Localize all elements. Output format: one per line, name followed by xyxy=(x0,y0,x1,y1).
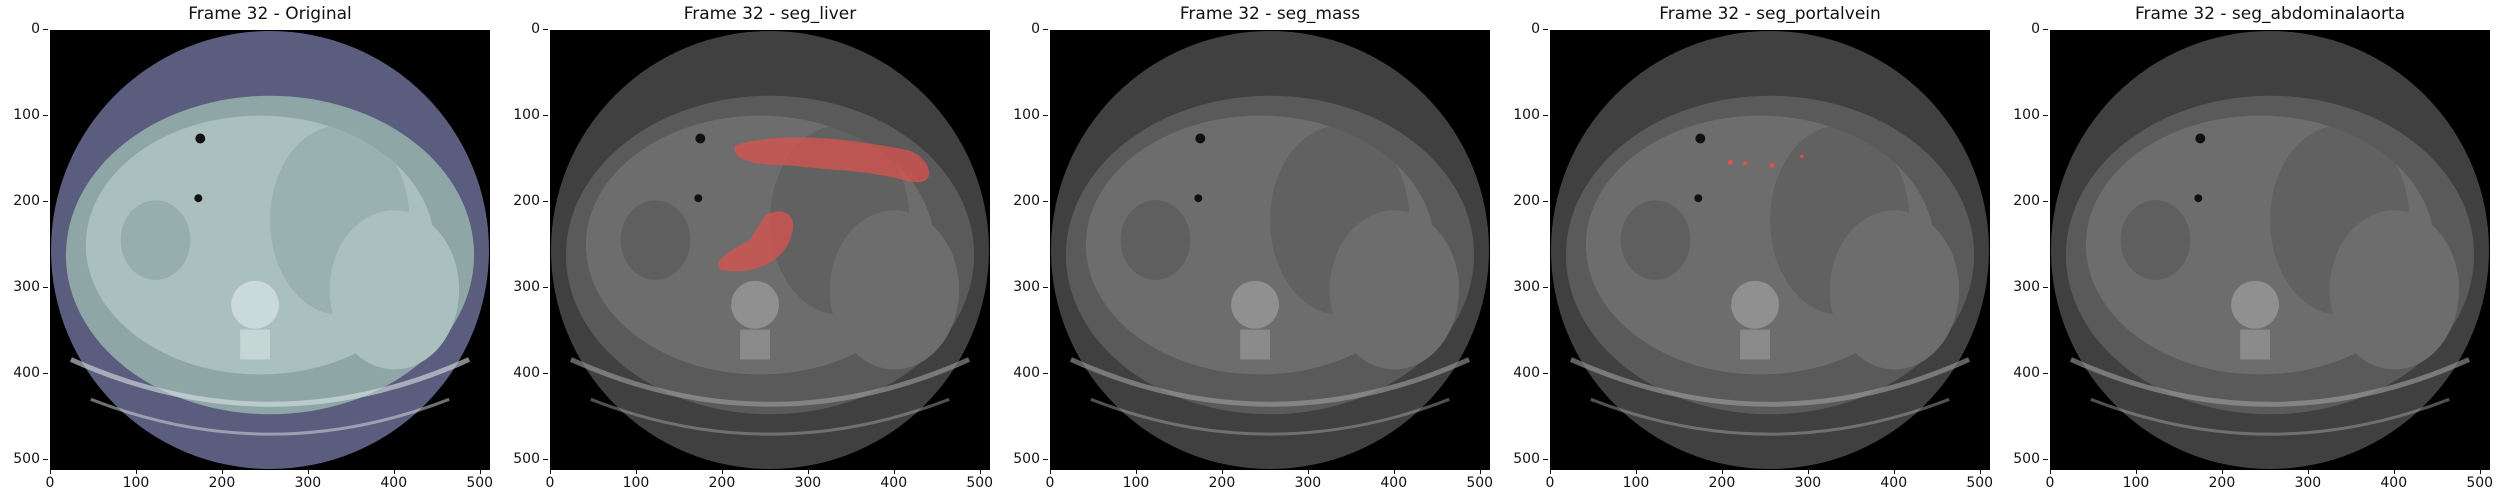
x-tick-label: 400 xyxy=(2374,469,2414,491)
y-tick-label: 100 xyxy=(1000,107,1048,123)
x-tick-label: 100 xyxy=(116,469,156,491)
x-tick-label: 300 xyxy=(1788,469,1828,491)
x-tick-label: 500 xyxy=(1960,469,2000,491)
x-tick-label: 500 xyxy=(460,469,500,491)
x-tick-label: 400 xyxy=(374,469,414,491)
x-tick-label: 400 xyxy=(874,469,914,491)
x-tick-label: 0 xyxy=(1530,469,1570,491)
x-tick-label: 200 xyxy=(2202,469,2242,491)
x-tick-label: 100 xyxy=(2116,469,2156,491)
y-tick-label: 500 xyxy=(0,451,48,467)
y-tick-label: 300 xyxy=(0,279,48,295)
y-tick-label: 400 xyxy=(2000,365,2048,381)
image-panel: Frame 32 - seg_abdominalaorta 0 0 100 100 20… xyxy=(2000,0,2493,500)
y-tick-label: 200 xyxy=(1000,193,1048,209)
y-tick-label: 300 xyxy=(2000,279,2048,295)
portalvein-segmentation xyxy=(1800,154,1804,159)
panel-title: Frame 32 - seg_abdominalaorta xyxy=(2134,4,2406,24)
y-tick-label: 0 xyxy=(500,21,548,37)
x-tick-label: 400 xyxy=(1874,469,1914,491)
liver-segmentation xyxy=(734,137,930,183)
x-tick-label: 400 xyxy=(1374,469,1414,491)
y-tick-label: 400 xyxy=(500,365,548,381)
y-tick-label: 300 xyxy=(1000,279,1048,295)
y-tick-label: 200 xyxy=(1500,193,1548,209)
x-tick-label: 0 xyxy=(2030,469,2070,491)
ct-slice-image xyxy=(50,30,490,470)
image-panel: Frame 32 - seg_liver 0 0 100 100 200 200 300 30… xyxy=(500,0,993,500)
y-tick-label: 500 xyxy=(1500,451,1548,467)
y-tick-label: 500 xyxy=(2000,451,2048,467)
y-tick-label: 200 xyxy=(500,193,548,209)
y-tick-label: 100 xyxy=(2000,107,2048,123)
y-tick-label: 100 xyxy=(1500,107,1548,123)
x-tick-label: 100 xyxy=(1116,469,1156,491)
y-tick-label: 400 xyxy=(0,365,48,381)
ct-slice-image xyxy=(1550,30,1990,470)
ct-slice-image xyxy=(2050,30,2490,470)
x-tick-label: 200 xyxy=(202,469,242,491)
liver-segmentation xyxy=(718,211,794,272)
x-tick-label: 300 xyxy=(788,469,828,491)
y-tick-label: 100 xyxy=(500,107,548,123)
portalvein-segmentation xyxy=(1743,161,1748,166)
x-tick-label: 0 xyxy=(530,469,570,491)
y-tick-label: 300 xyxy=(500,279,548,295)
y-tick-label: 0 xyxy=(2000,21,2048,37)
x-tick-label: 300 xyxy=(2288,469,2328,491)
y-tick-label: 0 xyxy=(0,21,48,37)
x-tick-label: 300 xyxy=(288,469,328,491)
panel-title: Frame 32 - Original xyxy=(188,4,352,24)
y-tick-label: 400 xyxy=(1000,365,1048,381)
ct-slice-image xyxy=(550,30,990,470)
ct-slice-image xyxy=(1050,30,1490,470)
x-tick-label: 100 xyxy=(616,469,656,491)
x-tick-label: 100 xyxy=(1616,469,1656,491)
panel-title: Frame 32 - seg_portalvein xyxy=(1659,4,1881,24)
y-tick-label: 200 xyxy=(2000,193,2048,209)
image-panel: Frame 32 - seg_portalvein 0 0 100 100 200 200… xyxy=(1500,0,1993,500)
x-tick-label: 200 xyxy=(1702,469,1742,491)
x-tick-label: 500 xyxy=(960,469,1000,491)
x-tick-label: 200 xyxy=(702,469,742,491)
y-tick-label: 0 xyxy=(1500,21,1548,37)
x-tick-label: 200 xyxy=(1202,469,1242,491)
y-tick-label: 500 xyxy=(500,451,548,467)
x-tick-label: 500 xyxy=(1460,469,1500,491)
y-tick-label: 500 xyxy=(1000,451,1048,467)
y-tick-label: 300 xyxy=(1500,279,1548,295)
panel-title: Frame 32 - seg_mass xyxy=(1179,4,1361,24)
y-tick-label: 200 xyxy=(0,193,48,209)
x-tick-label: 300 xyxy=(1288,469,1328,491)
y-tick-label: 100 xyxy=(0,107,48,123)
image-panel: Frame 32 - seg_mass 0 0 100 100 200 200 300 300… xyxy=(1000,0,1493,500)
panel-title: Frame 32 - seg_liver xyxy=(683,4,857,24)
image-panel: Frame 32 - Original 0 0 100 100 200 200 300 300… xyxy=(0,0,493,500)
x-tick-label: 0 xyxy=(1030,469,1070,491)
x-tick-label: 0 xyxy=(30,469,70,491)
y-tick-label: 0 xyxy=(1000,21,1048,37)
y-tick-label: 400 xyxy=(1500,365,1548,381)
x-tick-label: 500 xyxy=(2460,469,2500,491)
portalvein-segmentation xyxy=(1769,162,1775,168)
portalvein-segmentation xyxy=(1727,159,1733,165)
